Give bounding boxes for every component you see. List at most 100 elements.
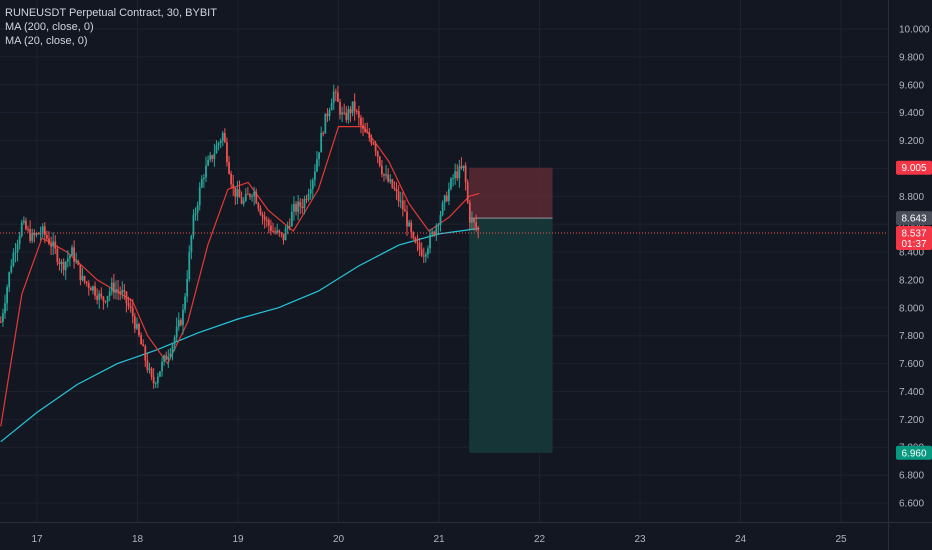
price-tick-label: 8.400 <box>899 248 924 259</box>
last-price-tag-bg <box>896 225 932 250</box>
candle-body <box>92 286 94 291</box>
candle-body <box>332 91 335 104</box>
candle-body <box>6 287 9 304</box>
candle-body <box>75 261 78 263</box>
candle-body <box>433 231 436 236</box>
candle-body <box>437 225 440 227</box>
price-tick-label: 6.600 <box>899 499 924 510</box>
candle-body <box>79 264 82 281</box>
last-price-tag-label: 8.537 <box>901 228 926 239</box>
candle-body <box>173 337 176 345</box>
candle-body <box>64 261 67 271</box>
price-tick-label: 9.400 <box>899 108 924 119</box>
candle-body <box>240 197 243 204</box>
candle-body <box>188 252 191 280</box>
candle-body <box>311 180 314 190</box>
candle-body <box>10 265 13 273</box>
candle-body <box>179 320 182 326</box>
candle-body <box>439 214 442 226</box>
time-tick-label: 17 <box>31 534 43 545</box>
candle-body <box>207 159 210 166</box>
candle-body <box>8 272 11 288</box>
candle-body <box>12 253 15 266</box>
candle-body <box>242 200 245 204</box>
candle-body <box>167 356 170 360</box>
price-tick-label: 9.200 <box>899 136 924 147</box>
price-tick-label: 7.400 <box>899 387 924 398</box>
candle-body <box>41 226 44 234</box>
candle-body <box>238 189 241 198</box>
candle-body <box>387 174 390 182</box>
candle-body <box>127 302 130 306</box>
candle-body <box>190 235 193 253</box>
take-profit-zone[interactable] <box>469 218 553 453</box>
candle-body <box>309 189 312 194</box>
candle-body <box>39 233 42 235</box>
candle-body <box>209 155 212 160</box>
candle-body <box>152 376 155 384</box>
time-tick-label: 25 <box>835 534 847 545</box>
candle-body <box>261 214 264 217</box>
time-tick-label: 22 <box>534 534 546 545</box>
candle-body <box>374 143 377 152</box>
candle-body <box>249 194 251 197</box>
candle-body <box>420 249 423 256</box>
candle-body <box>320 132 323 153</box>
entry-tag: 8.643 <box>896 211 932 226</box>
candle-body <box>171 344 174 354</box>
candle-body <box>62 261 65 271</box>
candle-body <box>441 202 444 215</box>
price-tick-label: 9.800 <box>899 52 924 63</box>
candle-body <box>307 193 310 200</box>
candle-body <box>150 368 153 377</box>
candle-body <box>198 187 201 206</box>
candle-body <box>169 353 172 357</box>
candle-body <box>391 179 394 188</box>
legend-ma20: MA (20, close, 0) <box>5 35 88 47</box>
stop-loss-zone[interactable] <box>469 167 553 219</box>
candle-body <box>399 200 402 202</box>
legend-ma200: MA (200, close, 0) <box>5 21 94 33</box>
candle-body <box>20 222 23 236</box>
candle-body <box>360 117 362 126</box>
candle-body <box>71 247 73 256</box>
candle-body <box>330 103 333 111</box>
ma200-path <box>0 227 480 443</box>
candle-body <box>468 202 471 223</box>
candle-body <box>450 178 452 189</box>
position-zones[interactable] <box>469 167 553 453</box>
candle-body <box>131 307 134 317</box>
entry-tag-bg <box>896 211 932 226</box>
entry-tag-label: 8.643 <box>901 214 926 225</box>
candle-body <box>368 132 371 138</box>
candle-body <box>66 258 69 262</box>
candle-body <box>410 222 413 233</box>
candle-body <box>108 291 111 296</box>
time-axis[interactable]: 17 18 19 20 21 22 23 24 25 <box>31 534 847 545</box>
candle-body <box>393 187 396 189</box>
candle-body <box>280 232 283 234</box>
candle-body <box>466 182 469 203</box>
candles <box>0 84 480 389</box>
candle-body <box>146 360 149 370</box>
candle-body <box>205 165 207 178</box>
candle-body <box>31 233 34 241</box>
candle-body <box>477 227 480 231</box>
candle-body <box>37 233 40 235</box>
candle-body <box>94 286 96 296</box>
candle-body <box>163 355 166 362</box>
candle-body <box>397 191 400 202</box>
candle-body <box>370 137 373 144</box>
candle-body <box>244 193 247 201</box>
candle-body <box>177 320 180 327</box>
candle-body <box>27 229 29 231</box>
stop-tag: 9.005 <box>896 160 932 175</box>
candle-body <box>33 233 36 236</box>
chart-legend: RUNEUSDT Perpetual Contract, 30, BYBIT M… <box>5 6 217 48</box>
candle-body <box>54 241 57 249</box>
candle-body <box>73 247 76 262</box>
candle-body <box>196 205 199 213</box>
candle-body <box>297 201 300 212</box>
